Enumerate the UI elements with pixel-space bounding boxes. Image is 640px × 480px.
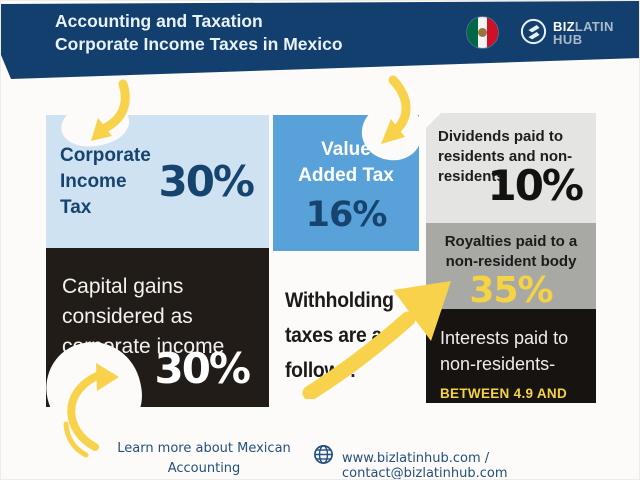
logo-latin: LATIN bbox=[574, 19, 614, 34]
title-line-1: Accounting and Taxation bbox=[55, 11, 263, 31]
withholding-line1: Withholding bbox=[285, 288, 394, 312]
flag-white-stripe bbox=[477, 17, 488, 48]
capital-gains-value: 30% bbox=[154, 344, 251, 393]
card-capital-gains: Capital gains considered as corporate in… bbox=[46, 248, 269, 407]
card-corporate-income-tax: Corporate Income Tax 30% bbox=[46, 115, 269, 248]
dividends-value: 10% bbox=[487, 161, 584, 210]
dividends-line2: residents and non- bbox=[438, 148, 573, 165]
cit-label-line2: Income Tax bbox=[60, 170, 127, 218]
card-value-added-tax: Value Added Tax 16% bbox=[273, 115, 419, 251]
vat-label: Value Added Tax bbox=[273, 137, 419, 189]
vat-label-line1: Value bbox=[321, 139, 371, 160]
arrow-to-royalties-icon bbox=[302, 281, 451, 399]
flag-green-stripe bbox=[467, 17, 478, 48]
interests-line1: Interests paid to bbox=[440, 328, 569, 348]
bizlatinhub-logo-text: BIZLATIN HUB bbox=[553, 18, 614, 46]
footer-note: Learn more about Mexican Accounting and … bbox=[93, 439, 315, 479]
header-banner: Accounting and Taxation Corporate Income… bbox=[1, 1, 639, 79]
flag-emblem bbox=[477, 28, 487, 37]
interests-value: BETWEEN 4.9 AND 40% bbox=[440, 386, 568, 416]
card-dividends: Dividends paid to residents and non- res… bbox=[426, 113, 596, 223]
vat-value: 16% bbox=[305, 195, 388, 235]
bizlatinhub-logo-icon bbox=[520, 18, 547, 45]
dividends-line1: Dividends paid to bbox=[438, 128, 564, 145]
capital-line2: considered as bbox=[62, 305, 193, 328]
arrow-to-corporate-tax-icon bbox=[91, 79, 130, 141]
page-title: Accounting and Taxation Corporate Income… bbox=[55, 10, 343, 56]
interests-line2: non-residents- bbox=[440, 354, 556, 374]
dividends-line3: residents bbox=[438, 168, 505, 185]
title-line-2: Corporate Income Taxes in Mexico bbox=[55, 34, 343, 54]
globe-icon bbox=[314, 445, 333, 464]
logo-biz: BIZ bbox=[553, 19, 575, 34]
royalties-value: 35% bbox=[469, 270, 553, 311]
capital-line1: Capital gains bbox=[62, 275, 184, 298]
mexico-flag-icon bbox=[467, 17, 498, 48]
vat-label-line2: Added Tax bbox=[298, 165, 394, 186]
arrow-to-vat-icon bbox=[381, 75, 411, 144]
royalties-line1: Royalties paid to a bbox=[444, 233, 578, 250]
flag-red-stripe bbox=[487, 17, 498, 48]
footer-contact: www.bizlatinhub.com / contact@bizlatinhu… bbox=[342, 451, 508, 480]
arrow-from-capital-gains-icon bbox=[63, 363, 119, 458]
card-interests: Interests paid to non-residents- BETWEEN… bbox=[426, 309, 596, 403]
footer-note-line1: Learn more about Mexican Accounting bbox=[117, 441, 291, 476]
royalties-line2: non-resident body bbox=[445, 253, 577, 270]
corporate-income-tax-value: 30% bbox=[158, 157, 255, 206]
cit-label-line1: Corporate bbox=[60, 144, 151, 166]
logo-hub: HUB bbox=[553, 32, 583, 47]
bizlatinhub-logo: BIZLATIN HUB bbox=[520, 18, 614, 46]
corporate-income-tax-label: Corporate Income Tax bbox=[60, 143, 158, 221]
card-royalties: Royalties paid to a non-resident body 35… bbox=[426, 223, 596, 311]
